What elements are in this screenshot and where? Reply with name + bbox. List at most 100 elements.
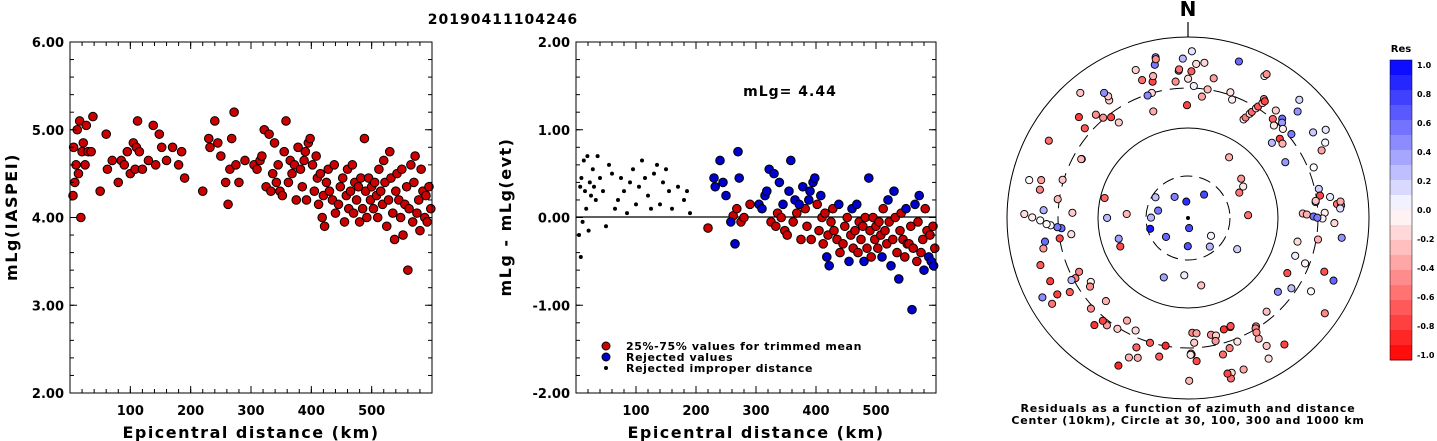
magnitude-point <box>81 120 92 131</box>
magnitude-point <box>412 208 422 218</box>
improper-distance-point <box>580 219 585 224</box>
magnitude-point <box>279 146 289 157</box>
magnitude-point <box>413 195 424 205</box>
improper-distance-point <box>613 206 617 211</box>
residual-point <box>1036 261 1045 270</box>
rejected-point <box>786 155 796 166</box>
magnitude-point <box>80 160 90 170</box>
residual-point <box>1228 95 1237 104</box>
magnitude-point <box>317 212 327 223</box>
improper-distance-point <box>634 202 638 207</box>
improper-distance-point <box>661 180 665 185</box>
magnitude-point <box>409 177 419 188</box>
magnitude-point <box>372 212 383 223</box>
residual-point <box>1048 299 1057 308</box>
rejected-point <box>910 199 920 210</box>
residual-point <box>1271 106 1280 115</box>
middle-x-axis-label: Epicentral distance (km) <box>627 423 884 441</box>
improper-distance-point <box>631 167 635 172</box>
residual-point <box>1098 316 1107 325</box>
magnitude-point <box>324 186 335 196</box>
colorbar-cell <box>1390 315 1412 331</box>
trimmed-mean-point <box>703 223 713 233</box>
magnitude-point <box>416 164 426 175</box>
residual-point <box>1278 124 1287 133</box>
magnitude-point <box>337 173 348 183</box>
colorbar-cell <box>1390 285 1412 301</box>
colorbar-cell <box>1390 90 1412 106</box>
colorbar-cell <box>1390 345 1412 361</box>
magnitude-point <box>210 116 220 126</box>
improper-distance-point <box>628 180 632 185</box>
magnitude-point <box>406 160 416 170</box>
residual-point <box>1037 176 1046 185</box>
residual-point <box>1131 326 1140 335</box>
left-y-tick-label: 6.00 <box>32 36 64 51</box>
residual-point <box>1209 74 1218 83</box>
residual-point <box>1151 55 1160 64</box>
improper-distance-point <box>643 176 647 181</box>
residual-point <box>1197 92 1206 101</box>
magnitude-point <box>293 142 303 153</box>
colorbar-cell <box>1390 105 1412 121</box>
residual-point <box>1149 107 1158 116</box>
magnitude-point <box>266 186 276 196</box>
residual-point <box>1053 290 1062 299</box>
rejected-point <box>834 199 844 210</box>
residual-point <box>1226 322 1235 331</box>
residual-point <box>1273 287 1282 296</box>
magnitude-point <box>404 203 414 214</box>
colorbar-cell <box>1390 255 1412 271</box>
residual-point <box>1280 340 1289 349</box>
residual-point <box>1086 304 1095 313</box>
colorbar-title: Res <box>1391 44 1411 55</box>
residual-point <box>1336 204 1345 213</box>
residual-point <box>1067 276 1076 285</box>
colorbar-cell <box>1390 60 1412 76</box>
residual-point <box>1180 271 1189 280</box>
colorbar: Res 1.0 0.8 0.6 0.4 0.2 0.0 -0.2 -0.4 -0.6 -0.8 -1… <box>1389 44 1435 361</box>
mlg-annotation: mLg= 4.44 <box>743 84 837 100</box>
trimmed-mean-point <box>913 217 923 227</box>
colorbar-label: 0.0 <box>1417 206 1432 215</box>
magnitude-point <box>269 138 280 148</box>
figure-title: 20190411104246 <box>428 12 578 28</box>
magnitude-point <box>179 173 190 183</box>
magnitude-point <box>101 129 111 139</box>
colorbar-cell <box>1390 120 1412 136</box>
improper-distance-point <box>646 193 650 198</box>
middle-x-tick-label: 300 <box>742 404 769 419</box>
residual-point <box>1020 209 1029 219</box>
rejected-point <box>928 260 939 271</box>
rejected-point <box>907 304 917 315</box>
magnitude-point <box>356 173 366 183</box>
magnitude-point <box>397 164 407 175</box>
residual-point <box>1074 113 1083 122</box>
magnitude-point <box>383 195 394 205</box>
rejected-point <box>844 256 854 267</box>
residual-point <box>1309 163 1318 172</box>
residual-point <box>1252 328 1261 337</box>
improper-distance-point <box>625 211 629 216</box>
rejected-point <box>877 252 887 262</box>
rejected-point <box>864 173 874 183</box>
magnitude-point <box>415 225 425 236</box>
middle-y-tick-label: -1.00 <box>533 299 570 314</box>
rejected-point <box>718 177 728 188</box>
residual-point <box>1185 224 1194 233</box>
residual-point <box>1239 365 1248 374</box>
residual-point <box>1192 357 1201 366</box>
residual-point <box>1321 138 1330 147</box>
residual-point <box>1044 136 1053 145</box>
trimmed-mean-point <box>814 225 824 236</box>
residual-point <box>1053 223 1062 232</box>
residual-point <box>1313 213 1322 222</box>
residual-point <box>1295 95 1304 104</box>
magnitude-point <box>395 212 406 223</box>
colorbar-label: -0.4 <box>1417 264 1435 273</box>
rejected-point <box>919 265 929 275</box>
left-x-axis-label: Epicentral distance (km) <box>122 423 379 441</box>
residual-point <box>1309 128 1318 137</box>
magnitude-point <box>301 195 312 205</box>
magnitude-point <box>283 177 294 188</box>
